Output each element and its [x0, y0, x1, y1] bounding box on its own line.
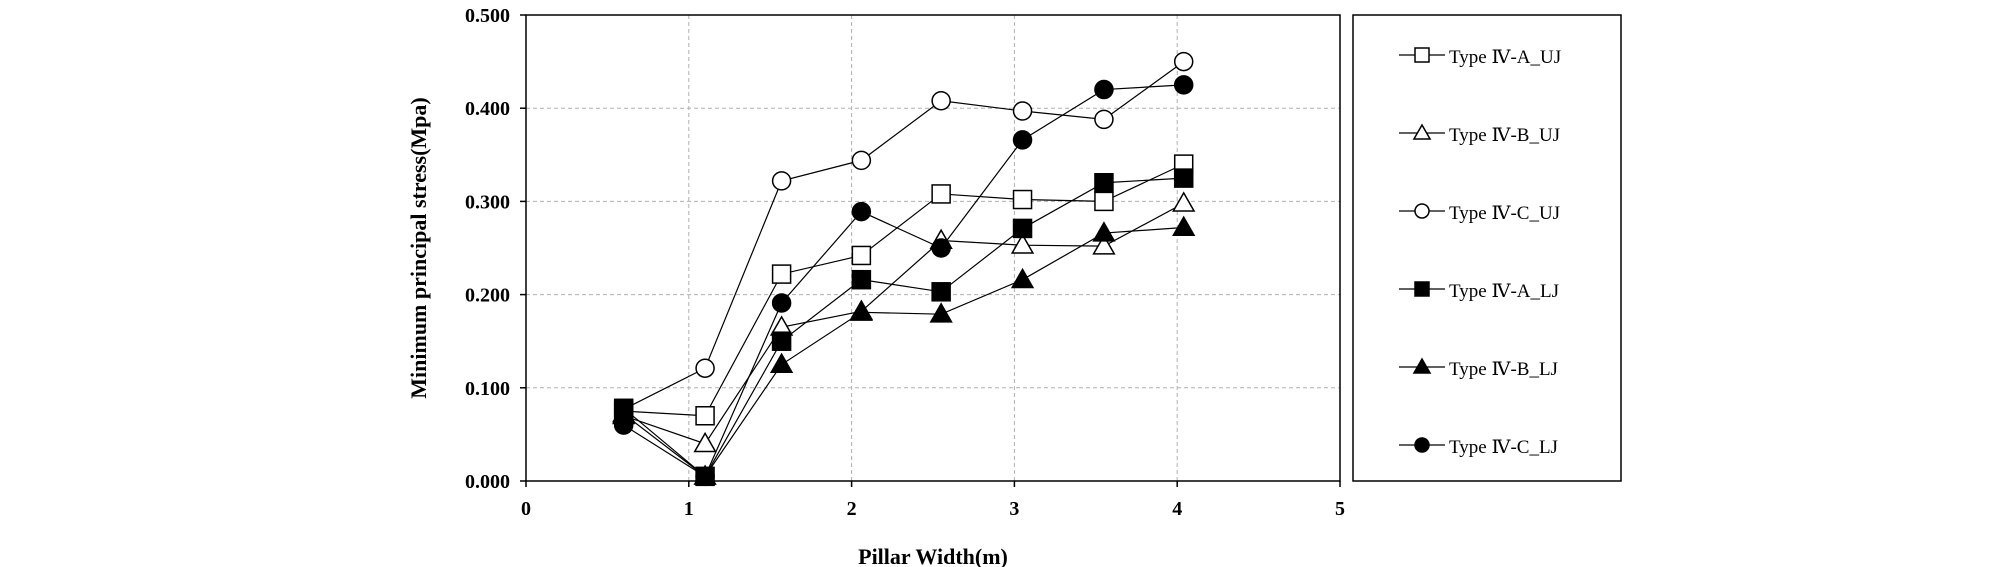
legend-item: Type Ⅳ-B_LJ [1399, 357, 1558, 380]
plot-frame [525, 14, 1341, 482]
legend-item: Type Ⅳ-C_UJ [1399, 203, 1560, 224]
data-point [1172, 215, 1196, 237]
legend-marker [1414, 281, 1430, 297]
data-point [1094, 173, 1114, 193]
legend-label: Type Ⅳ-B_UJ [1449, 125, 1560, 146]
y-tick-label: 0.500 [465, 5, 510, 27]
data-point [931, 238, 951, 258]
data-point [771, 331, 792, 351]
data-point [771, 293, 792, 313]
y-tick-label: 0.100 [465, 378, 510, 400]
x-axis-ticks: 0 1 2 3 4 5 [521, 481, 1345, 520]
data-point [1173, 75, 1194, 95]
y-tick-label: 0.200 [465, 285, 510, 307]
data-point [1172, 191, 1196, 212]
series-line-1 [623, 202, 1184, 445]
legend-label: Type Ⅳ-A_LJ [1449, 281, 1559, 302]
series-line-3 [623, 177, 1184, 478]
legend-item: Type Ⅳ-A_LJ [1399, 281, 1559, 302]
legend: Type Ⅳ-A_UJ Type Ⅳ-B_UJ Type Ⅳ-C_UJ Type Ⅳ-… [1352, 14, 1622, 482]
x-tick-label: 0 [521, 498, 531, 520]
series-markers [612, 51, 1196, 487]
series-line-5 [623, 84, 1184, 478]
data-point [1092, 221, 1116, 242]
data-point [1173, 168, 1194, 188]
data-point [613, 415, 634, 435]
data-point [1012, 189, 1033, 210]
data-point [929, 302, 953, 323]
data-point [931, 184, 951, 204]
data-point [695, 358, 715, 378]
y-tick-label: 0.000 [465, 471, 510, 493]
data-point [851, 269, 872, 290]
data-point [1094, 109, 1114, 130]
data-point [771, 171, 792, 191]
y-tick-label: 0.400 [465, 98, 510, 120]
y-axis-ticks: 0.000 0.100 0.200 0.300 0.400 0.500 [465, 5, 526, 493]
data-point [1010, 267, 1035, 289]
data-point [1012, 130, 1033, 150]
data-point [1012, 218, 1033, 239]
data-point [931, 90, 951, 111]
y-tick-label: 0.300 [465, 191, 510, 213]
data-point [695, 466, 715, 487]
legend-label: Type Ⅳ-C_LJ [1449, 437, 1558, 458]
x-tick-label: 1 [684, 498, 694, 520]
data-point [1173, 51, 1194, 72]
x-tick-label: 2 [847, 498, 857, 520]
legend-item: Type Ⅳ-C_LJ [1399, 437, 1558, 458]
legend-marker [1412, 123, 1432, 140]
data-point [1094, 191, 1114, 212]
legend-label: Type Ⅳ-A_UJ [1449, 47, 1561, 68]
data-point [1010, 233, 1035, 254]
legend-label: Type Ⅳ-B_LJ [1449, 359, 1558, 380]
series-line-0 [623, 163, 1184, 417]
data-point [851, 150, 872, 171]
legend-marker [1412, 357, 1432, 374]
x-tick-label: 5 [1335, 498, 1345, 520]
y-axis-title: Minimum principal stress(Mpa) [406, 97, 431, 398]
data-point [1012, 101, 1033, 121]
data-point [849, 300, 874, 321]
series-line-4 [623, 226, 1184, 478]
x-tick-label: 4 [1172, 498, 1182, 520]
legend-marker [1414, 437, 1430, 453]
data-point [931, 282, 951, 302]
data-point [695, 406, 715, 426]
data-point [693, 431, 717, 453]
series-lines [623, 61, 1185, 478]
legend-item: Type Ⅳ-B_UJ [1399, 123, 1560, 146]
legend-marker [1414, 203, 1430, 219]
series-line-2 [623, 61, 1185, 410]
data-point [771, 264, 792, 284]
legend-frame [1352, 14, 1622, 482]
x-tick-label: 3 [1009, 498, 1019, 520]
legend-label: Type Ⅳ-C_UJ [1449, 203, 1560, 224]
legend-marker [1414, 47, 1430, 63]
data-point [1092, 234, 1116, 255]
data-point [769, 352, 794, 374]
data-point [851, 201, 872, 222]
legend-item: Type Ⅳ-A_UJ [1399, 47, 1561, 68]
data-point [851, 245, 872, 266]
x-axis-title: Pillar Width(m) [858, 544, 1008, 567]
data-point [1094, 79, 1114, 100]
